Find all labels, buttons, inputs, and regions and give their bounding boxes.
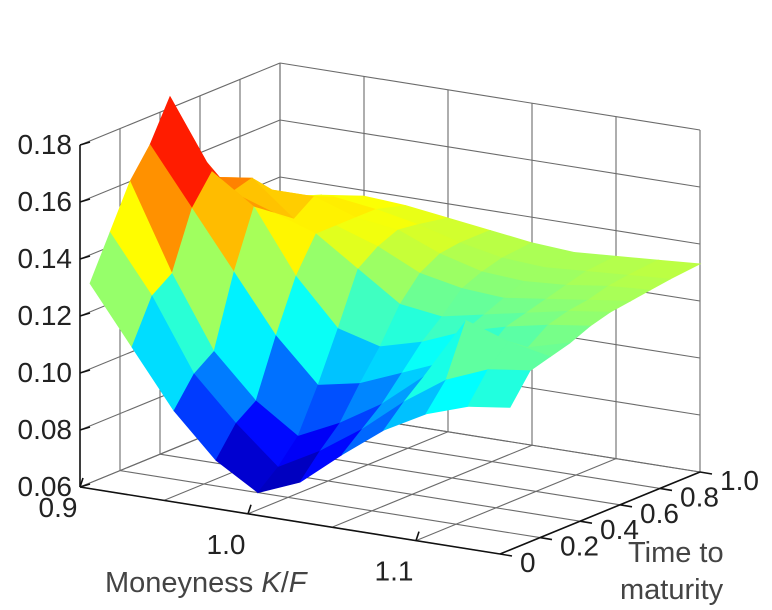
grid-line (415, 458, 617, 542)
y-tick-label: 0 (520, 547, 536, 578)
grid-line (247, 431, 449, 515)
svg-text:Moneyness K/F: Moneyness K/F (105, 567, 309, 599)
z-tick-label: 0.18 (18, 129, 73, 160)
x-tick-label: 1.1 (375, 556, 414, 587)
x-tick-label: 1.0 (207, 529, 246, 560)
svg-text:maturity: maturity (620, 574, 724, 606)
y-tick-mark (579, 520, 593, 524)
z-tick-mark (79, 483, 91, 488)
y-tick-mark (619, 504, 633, 508)
z-tick-label: 0.14 (18, 243, 73, 274)
y-axis-line (499, 471, 701, 555)
z-tick-mark (79, 198, 91, 203)
z-tick-mark (79, 369, 91, 374)
x-tick-label: 0.9 (39, 492, 78, 523)
z-tick-label: 0.10 (18, 357, 73, 388)
y-tick-mark (659, 487, 673, 492)
grid-line (279, 119, 701, 188)
x-tick-mark (415, 531, 420, 541)
surface-patch (467, 369, 531, 408)
y-tick-mark (539, 536, 553, 541)
grid-line (119, 470, 541, 539)
y-tick-label: 0.8 (680, 481, 719, 512)
y-tick-label: 1.0 (720, 465, 759, 496)
z-tick-mark (79, 141, 91, 146)
z-tick-label: 0.08 (18, 414, 73, 445)
y-tick-label: 0.6 (640, 498, 679, 529)
z-tick-mark (79, 255, 91, 260)
y-tick-label: 0.4 (600, 514, 639, 545)
x-axis-label: Moneyness K/F (105, 567, 309, 599)
grid-line (331, 444, 533, 528)
x-tick-mark (247, 504, 252, 515)
y-axis-label: Time to maturity (620, 537, 724, 606)
y-tick-label: 0.2 (560, 531, 599, 562)
chart-axes (79, 141, 713, 557)
y-tick-mark (699, 471, 713, 475)
z-tick-mark (79, 426, 91, 431)
svg-text:Time to: Time to (628, 537, 724, 569)
x-tick-mark (79, 477, 84, 488)
x-axis-line (79, 486, 501, 555)
y-tick-mark (499, 553, 513, 557)
grid-line (279, 62, 701, 131)
surface-plot (89, 95, 702, 494)
grid-line (279, 176, 701, 245)
z-tick-label: 0.16 (18, 186, 73, 217)
z-tick-label: 0.12 (18, 300, 73, 331)
z-tick-mark (79, 312, 91, 317)
z-tick-label: 0.06 (18, 471, 73, 502)
grid-line (79, 62, 281, 146)
tick-labels: 0.06 0.08 0.10 0.12 0.14 0.16 0.18 0.9 1.0 1.1 0 0.… (18, 129, 759, 587)
